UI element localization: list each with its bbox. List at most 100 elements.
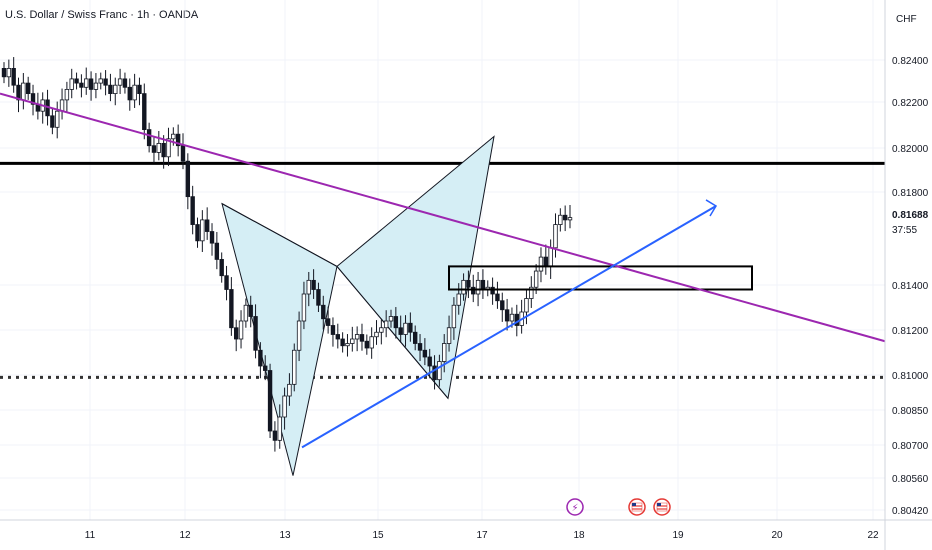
candle-body: [548, 247, 553, 267]
candle-body: [296, 320, 302, 351]
candle-body: [93, 82, 99, 90]
candle-body: [427, 356, 432, 367]
candles-layer: [1, 57, 573, 452]
price-tick-label: 0.80560: [892, 474, 929, 485]
overlays-layer: [0, 92, 886, 449]
time-tick-label: 12: [179, 530, 191, 541]
candle-body: [175, 133, 181, 147]
candle-body: [267, 370, 273, 432]
candle-body: [490, 286, 495, 295]
candle-body: [446, 327, 452, 344]
price-tick-label: 0.81200: [892, 326, 929, 337]
candle-body: [16, 84, 21, 101]
candle-body: [1, 68, 7, 78]
flag-field: [656, 502, 668, 512]
candle-body: [156, 142, 162, 153]
candle-body: [98, 78, 103, 84]
candle-body: [442, 343, 447, 362]
candle-body: [137, 84, 142, 94]
price-tick-label: 0.80700: [892, 441, 929, 452]
candle-body: [84, 78, 89, 88]
candle-body: [185, 160, 191, 198]
candle-body: [553, 224, 558, 249]
countdown-label: 37:55: [892, 225, 917, 236]
flag-canton: [632, 503, 636, 506]
candle-body: [456, 293, 461, 306]
price-tick-label: 0.82200: [892, 98, 929, 109]
candle-body: [195, 224, 200, 242]
candle-body: [369, 336, 374, 349]
currency-label: CHF: [896, 14, 917, 25]
candle-body: [142, 93, 147, 130]
candle-body: [55, 110, 60, 128]
candle-body: [533, 270, 539, 288]
candle-body: [30, 93, 36, 105]
candle-body: [282, 395, 287, 418]
time-tick-label: 22: [867, 530, 879, 541]
candle-body: [417, 343, 423, 351]
candle-body: [388, 316, 394, 322]
candle-body: [558, 214, 563, 225]
candle-body: [316, 289, 321, 306]
candle-body: [345, 343, 350, 347]
flag-canton: [657, 503, 661, 506]
candle-body: [412, 331, 418, 344]
candle-body: [451, 304, 457, 329]
candle-body: [383, 320, 389, 329]
candle-body: [422, 349, 428, 358]
time-axis[interactable]: 11 12 13 15 17 18 19 20 22: [0, 519, 932, 541]
candle-body: [306, 279, 311, 295]
price-tick-label: 0.81000: [892, 371, 929, 382]
candle-body: [117, 78, 123, 86]
candle-body: [69, 78, 74, 90]
candle-body: [64, 89, 70, 101]
candle-body: [292, 349, 297, 385]
price-axis[interactable]: CHF 0.82400 0.82200 0.82000 0.81800 0.81400 0.…: [884, 0, 929, 550]
lightning-glyph: ⚡: [571, 503, 578, 514]
price-tick-label: 0.82400: [892, 56, 929, 67]
candle-body: [398, 327, 403, 335]
candle-body: [567, 217, 573, 221]
price-tick-label: 0.80850: [892, 406, 929, 417]
candle-body: [171, 133, 176, 140]
candle-body: [500, 300, 505, 311]
candle-body: [238, 320, 244, 340]
candle-body: [301, 293, 307, 322]
candle-body: [437, 361, 442, 381]
time-tick-label: 11: [85, 530, 96, 541]
trendline-arrowhead: [705, 199, 718, 217]
candle-body: [214, 242, 220, 260]
time-tick-label: 15: [372, 530, 384, 541]
price-tick-label: 0.82000: [892, 144, 929, 155]
candle-body: [277, 416, 282, 441]
candle-body: [180, 145, 186, 162]
time-tick-label: 17: [476, 530, 488, 541]
candle-body: [538, 256, 544, 272]
candle-body: [234, 327, 239, 340]
candle-body: [374, 331, 379, 338]
candle-body: [272, 430, 278, 441]
candle-body: [74, 78, 79, 84]
candle-body: [514, 313, 519, 326]
candle-body: [113, 84, 118, 94]
candle-body: [151, 145, 157, 153]
candle-body: [330, 325, 336, 335]
price-tick-label: 0.81400: [892, 281, 929, 292]
flag-field: [631, 502, 643, 512]
candle-body: [287, 383, 292, 397]
candle-body: [335, 334, 340, 340]
candle-body: [393, 316, 399, 329]
candle-body: [364, 340, 370, 349]
lightning-icon: [566, 498, 584, 516]
candle-body: [475, 279, 481, 295]
events-row: ⚡: [566, 498, 671, 516]
candle-body: [253, 316, 258, 351]
candle-body: [190, 196, 195, 225]
candle-body: [432, 365, 437, 381]
candle-body: [122, 78, 128, 88]
candle-body: [509, 313, 515, 322]
candle-body: [471, 286, 476, 295]
candle-body: [350, 338, 355, 344]
candle-body: [354, 334, 360, 340]
